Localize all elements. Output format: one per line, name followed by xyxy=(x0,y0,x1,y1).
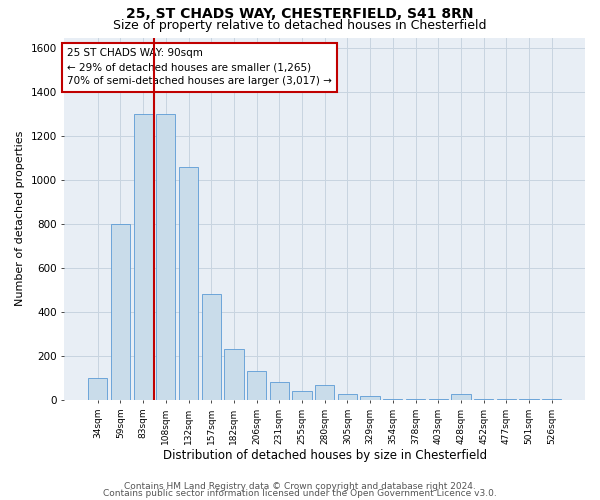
Bar xyxy=(406,399,425,400)
Bar xyxy=(247,372,266,400)
Text: Contains public sector information licensed under the Open Government Licence v3: Contains public sector information licen… xyxy=(103,488,497,498)
Bar xyxy=(428,399,448,400)
Bar xyxy=(224,350,244,400)
Bar xyxy=(134,114,153,400)
Bar xyxy=(338,394,357,400)
Bar xyxy=(269,382,289,400)
Bar xyxy=(202,294,221,400)
Bar xyxy=(315,384,334,400)
Text: 25, ST CHADS WAY, CHESTERFIELD, S41 8RN: 25, ST CHADS WAY, CHESTERFIELD, S41 8RN xyxy=(126,8,474,22)
Bar xyxy=(361,396,380,400)
Y-axis label: Number of detached properties: Number of detached properties xyxy=(15,131,25,306)
Text: Size of property relative to detached houses in Chesterfield: Size of property relative to detached ho… xyxy=(113,18,487,32)
Bar xyxy=(383,399,403,400)
Text: 25 ST CHADS WAY: 90sqm
← 29% of detached houses are smaller (1,265)
70% of semi-: 25 ST CHADS WAY: 90sqm ← 29% of detached… xyxy=(67,48,332,86)
X-axis label: Distribution of detached houses by size in Chesterfield: Distribution of detached houses by size … xyxy=(163,450,487,462)
Bar xyxy=(111,224,130,400)
Bar xyxy=(88,378,107,400)
Text: Contains HM Land Registry data © Crown copyright and database right 2024.: Contains HM Land Registry data © Crown c… xyxy=(124,482,476,491)
Bar xyxy=(156,114,175,400)
Bar xyxy=(179,167,198,400)
Bar xyxy=(451,394,470,400)
Bar xyxy=(292,391,311,400)
